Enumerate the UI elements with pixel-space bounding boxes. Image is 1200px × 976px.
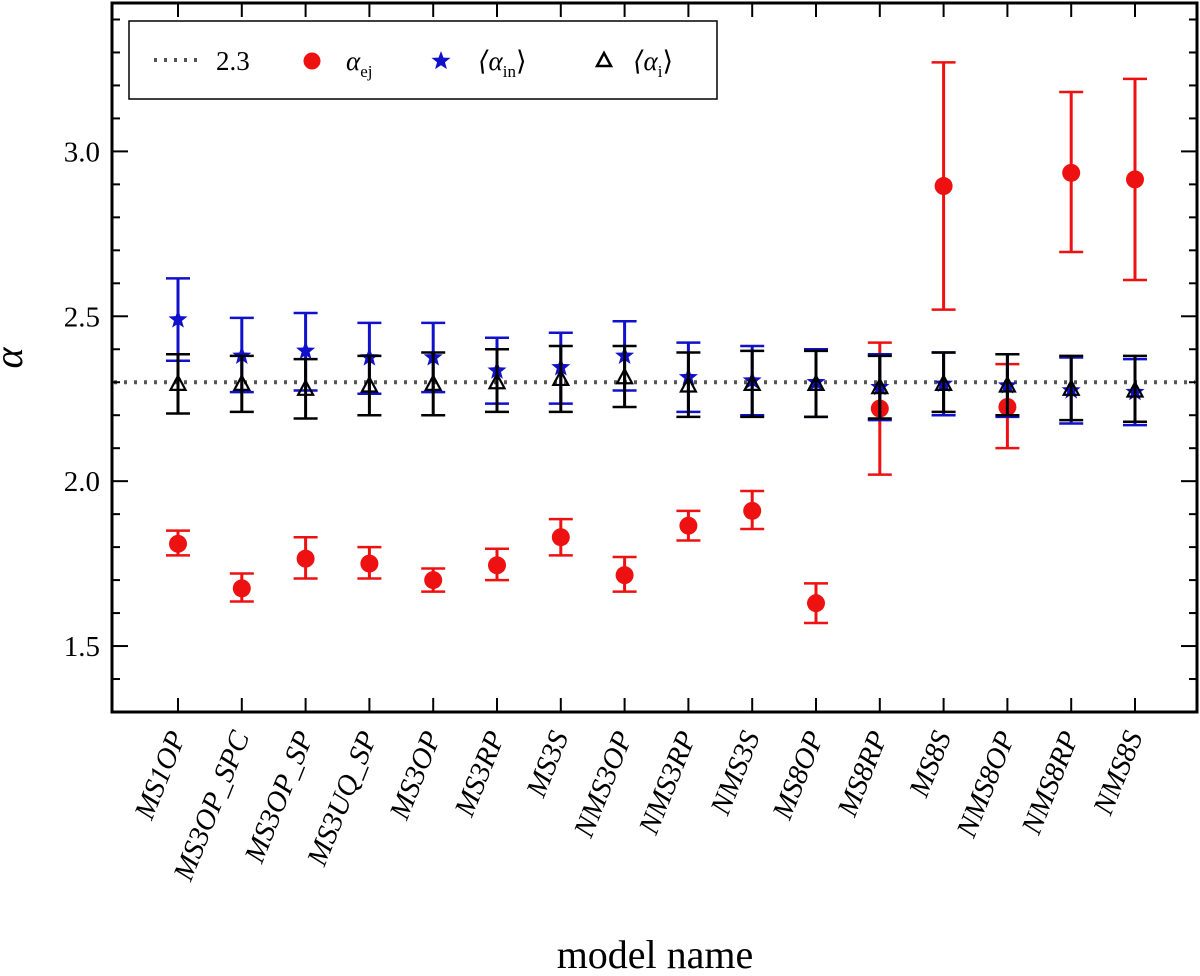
- point-ej: [488, 556, 506, 575]
- x-tick-label: MS8S: [903, 726, 959, 802]
- legend: 2.3 αej ⟨αin⟩ ⟨αi⟩: [128, 20, 718, 100]
- y-tick-label: 3.0: [64, 136, 100, 168]
- point-i: [232, 373, 252, 391]
- x-tick-label: NMS3OP: [567, 727, 639, 843]
- x-tick-label: NMS8OP: [950, 727, 1022, 843]
- x-tick-label: NMS3S: [704, 726, 767, 820]
- point-ej: [551, 528, 570, 547]
- point-ej: [232, 579, 251, 598]
- point-i: [168, 373, 188, 391]
- x-tick-label: MS3OP: [383, 727, 447, 825]
- point-i: [551, 368, 571, 387]
- x-tick-label: MS8RP: [831, 727, 894, 822]
- point-i: [615, 366, 634, 385]
- plot-area: [110, 1, 1199, 714]
- point-i: [870, 376, 890, 395]
- point-ej: [679, 516, 698, 535]
- legend-marker-triangle: [594, 50, 614, 68]
- y-axis-title: α: [0, 347, 31, 369]
- y-tick-label: 2.5: [64, 301, 100, 333]
- point-i: [742, 373, 762, 391]
- point-in: [296, 340, 316, 359]
- legend-label-2.3: 2.3: [216, 46, 250, 76]
- x-tick-label: MS3RP: [448, 727, 511, 822]
- point-ej: [807, 594, 825, 613]
- y-tick-label: 2.0: [64, 466, 100, 498]
- point-i: [806, 373, 826, 391]
- legend-box: [128, 20, 718, 100]
- x-tick-label: MS3S: [520, 726, 576, 802]
- point-i: [934, 373, 953, 391]
- series-i: [166, 344, 1147, 424]
- point-i: [423, 373, 443, 391]
- point-i: [679, 375, 698, 393]
- point-i: [1125, 380, 1145, 398]
- legend-label-i: ⟨αi⟩: [633, 46, 673, 81]
- point-ej: [743, 501, 762, 520]
- point-ej: [424, 571, 443, 590]
- point-ej: [169, 534, 187, 553]
- point-ej: [360, 554, 379, 573]
- point-in: [168, 309, 188, 328]
- x-tick-label: NMS8RP: [1015, 727, 1085, 840]
- y-tick-label: 1.5: [64, 631, 100, 663]
- point-i: [360, 375, 379, 393]
- series-layer: [166, 61, 1147, 625]
- point-i: [487, 371, 507, 390]
- point-ej: [1126, 170, 1144, 189]
- legend-marker-circle: [303, 52, 321, 70]
- point-i: [998, 375, 1017, 393]
- y-axis: 1.5 2.0 2.5 3.0: [64, 18, 1197, 713]
- x-tick-label: MS8OP: [766, 727, 830, 825]
- point-i: [1061, 378, 1081, 396]
- x-tick-label: NMS3RP: [632, 727, 702, 840]
- point-ej: [296, 549, 315, 568]
- point-i: [296, 378, 315, 396]
- legend-label-in: ⟨αin⟩: [478, 46, 527, 81]
- x-axis-title: model name: [557, 932, 754, 976]
- x-tick-label: NMS8S: [1087, 726, 1150, 820]
- point-ej: [615, 566, 634, 585]
- point-ej: [1062, 163, 1081, 182]
- legend-label-ej: αej: [346, 46, 372, 81]
- x-tick-label: MS1OP: [128, 727, 192, 825]
- legend-marker-star: [431, 51, 451, 70]
- point-ej: [934, 177, 953, 196]
- series-ej: [166, 61, 1147, 625]
